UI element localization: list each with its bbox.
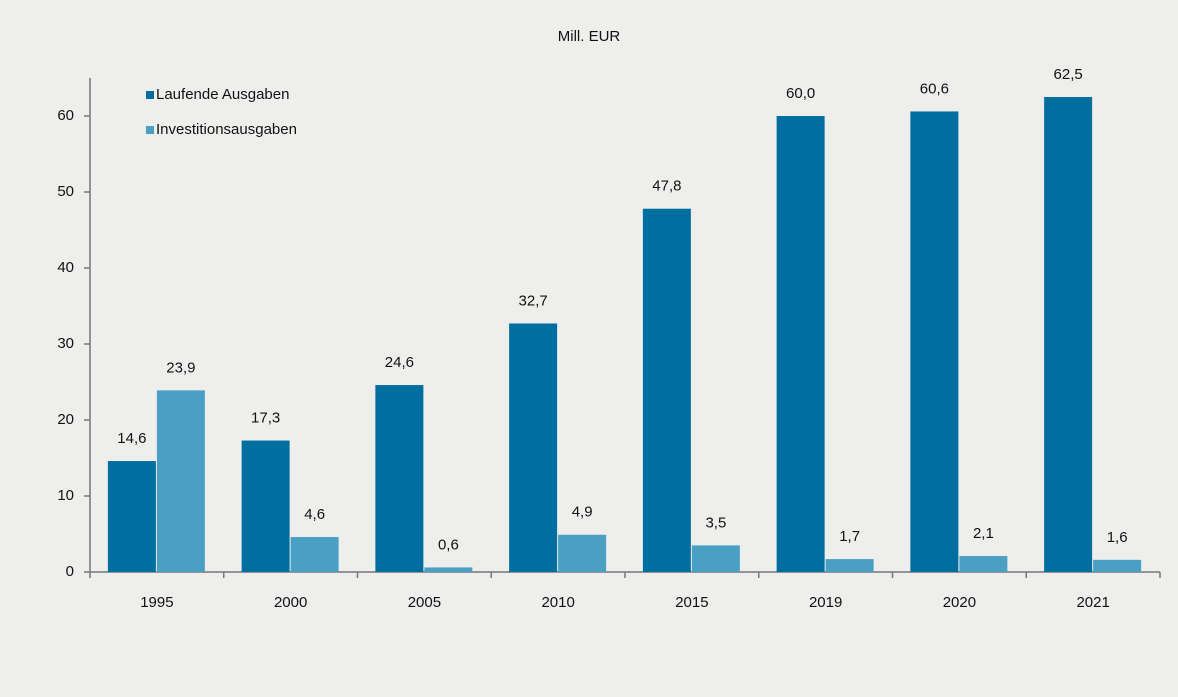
- data-label: 2,1: [973, 525, 994, 542]
- y-tick-label: 60: [57, 107, 74, 124]
- bar: [509, 323, 558, 572]
- legend-label: Investitionsausgaben: [156, 121, 297, 138]
- bar: [959, 556, 1008, 572]
- data-label: 62,5: [1054, 66, 1083, 83]
- data-label: 17,3: [251, 409, 280, 426]
- x-tick-label: 2021: [1076, 594, 1109, 611]
- bar: [375, 385, 424, 572]
- bar: [156, 390, 205, 572]
- x-tick-label: 2000: [274, 594, 307, 611]
- data-label: 3,5: [705, 514, 726, 531]
- bar: [558, 534, 607, 572]
- data-label: 60,0: [786, 85, 815, 102]
- bar: [691, 545, 740, 572]
- legend-swatch: [146, 91, 154, 99]
- y-tick-label: 50: [57, 183, 74, 200]
- data-label: 32,7: [519, 292, 548, 309]
- data-label: 14,6: [117, 430, 146, 447]
- legend-label: Laufende Ausgaben: [156, 86, 289, 103]
- bar: [241, 440, 290, 572]
- data-label: 0,6: [438, 536, 459, 553]
- bar: [424, 567, 473, 572]
- x-tick-label: 2010: [541, 594, 574, 611]
- bar: [1093, 559, 1142, 572]
- x-tick-label: 2015: [675, 594, 708, 611]
- x-tick-label: 2005: [408, 594, 441, 611]
- y-tick-label: 20: [57, 411, 74, 428]
- data-label: 1,6: [1107, 529, 1128, 546]
- y-tick-label: 10: [57, 487, 74, 504]
- x-tick-label: 1995: [140, 594, 173, 611]
- bar: [825, 559, 874, 572]
- bar: [910, 111, 959, 572]
- data-label: 24,6: [385, 354, 414, 371]
- chart-title: Mill. EUR: [558, 28, 621, 45]
- bar: [1044, 97, 1093, 572]
- y-tick-label: 40: [57, 259, 74, 276]
- data-label: 4,9: [572, 504, 593, 521]
- data-label: 60,6: [920, 80, 949, 97]
- x-tick-label: 2019: [809, 594, 842, 611]
- data-label: 23,9: [166, 359, 195, 376]
- data-label: 47,8: [652, 178, 681, 195]
- bar: [776, 116, 825, 572]
- data-label: 4,6: [304, 506, 325, 523]
- bar: [107, 461, 156, 572]
- y-tick-label: 30: [57, 335, 74, 352]
- y-tick-label: 0: [66, 563, 74, 580]
- bar: [290, 537, 339, 572]
- bar: [642, 208, 691, 572]
- x-tick-label: 2020: [943, 594, 976, 611]
- legend-swatch: [146, 126, 154, 134]
- data-label: 1,7: [839, 528, 860, 545]
